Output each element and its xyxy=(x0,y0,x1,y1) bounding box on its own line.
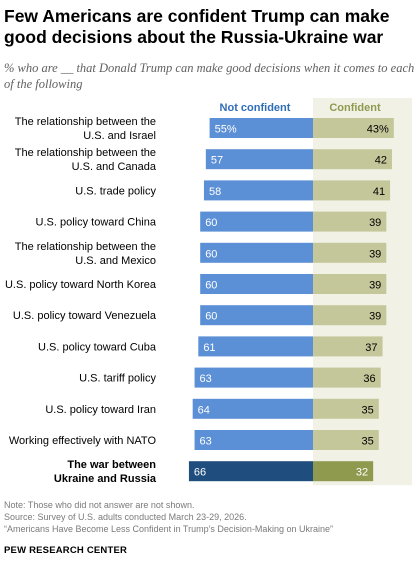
value-label-not-confident: 60 xyxy=(205,280,217,292)
bar-confident xyxy=(313,274,387,294)
value-label-confident: 32 xyxy=(356,467,368,479)
value-label-confident: 41 xyxy=(373,186,385,198)
value-label-confident: 36 xyxy=(363,373,375,385)
bar-not-confident xyxy=(205,149,313,170)
bar-confident xyxy=(313,211,387,232)
category-label: U.S. policy toward China xyxy=(36,217,157,229)
bar-not-confident xyxy=(200,211,313,232)
bar-not-confident xyxy=(194,367,313,388)
bar-not-confident xyxy=(200,242,313,263)
bar-confident xyxy=(313,149,392,170)
bar-confident xyxy=(313,430,379,450)
category-label: U.S. trade policy xyxy=(75,185,156,197)
bar-not-confident xyxy=(203,180,313,201)
bar-confident xyxy=(313,180,391,201)
bar-confident xyxy=(313,118,394,138)
bar-not-confident xyxy=(198,336,313,357)
bar-not-confident xyxy=(200,274,313,294)
header-not-confident: Not confident xyxy=(220,102,291,114)
value-label-confident: 39 xyxy=(369,217,381,229)
bar-not-confident xyxy=(194,430,313,450)
organization-name: PEW RESEARCH CENTER xyxy=(4,545,128,556)
category-label: U.S. tariff policy xyxy=(79,373,156,385)
chart-title: Few Americans are confident Trump can ma… xyxy=(4,6,390,47)
category-label: The relationship between the U.S. and Mex… xyxy=(15,241,156,267)
note-text: Note: Those who did not answer are not s… xyxy=(4,500,195,510)
bar-not-confident xyxy=(192,398,313,419)
header-confident: Confident xyxy=(329,102,381,114)
value-label-confident: 37 xyxy=(365,342,377,354)
value-label-confident: 43% xyxy=(367,124,389,136)
chart-subtitle: % who are __ that Donald Trump can make … xyxy=(4,61,415,91)
bar-not-confident xyxy=(200,305,313,326)
value-label-confident: 39 xyxy=(369,280,381,292)
diverging-bar-chart: Not confident Confident The relationship b… xyxy=(5,98,412,486)
bar-confident xyxy=(313,367,381,388)
value-label-not-confident: 60 xyxy=(205,248,217,260)
report-text: “Americans Have Become Less Confident in… xyxy=(4,524,333,534)
bar-not-confident xyxy=(188,461,313,482)
category-label: U.S. policy toward Venezuela xyxy=(13,310,157,322)
value-label-not-confident: 60 xyxy=(205,311,217,323)
category-label: U.S. policy toward Cuba xyxy=(38,341,157,353)
bar-not-confident xyxy=(209,118,313,138)
value-label-not-confident: 57 xyxy=(211,155,223,167)
bar-confident xyxy=(313,336,383,357)
bar-confident xyxy=(313,398,379,419)
value-label-confident: 39 xyxy=(369,311,381,323)
value-label-not-confident: 60 xyxy=(205,217,217,229)
chart-notes: Note: Those who did not answer are not s… xyxy=(4,499,416,535)
category-label: The relationship between the U.S. and Isr… xyxy=(15,116,156,142)
category-label: U.S. policy toward Iran xyxy=(45,404,156,416)
category-label: U.S. policy toward North Korea xyxy=(5,279,157,291)
value-label-confident: 35 xyxy=(362,404,374,416)
value-label-not-confident: 66 xyxy=(194,467,206,479)
value-label-confident: 42 xyxy=(375,155,387,167)
source-text: Source: Survey of U.S. adults conducted … xyxy=(4,512,247,522)
value-label-not-confident: 63 xyxy=(200,373,212,385)
value-label-not-confident: 63 xyxy=(200,436,212,448)
category-label: Working effectively with NATO xyxy=(9,435,157,447)
value-label-confident: 35 xyxy=(362,436,374,448)
category-label: The war between Ukraine and Russia xyxy=(54,459,157,485)
value-label-confident: 39 xyxy=(369,248,381,260)
value-label-not-confident: 58 xyxy=(209,186,221,198)
category-label: The relationship between the U.S. and Can… xyxy=(15,147,157,173)
bar-confident xyxy=(313,461,374,482)
bar-confident xyxy=(313,242,387,263)
bar-confident xyxy=(313,305,387,326)
value-label-not-confident: 64 xyxy=(198,404,210,416)
value-label-not-confident: 61 xyxy=(203,342,215,354)
value-label-not-confident: 55% xyxy=(215,124,237,136)
